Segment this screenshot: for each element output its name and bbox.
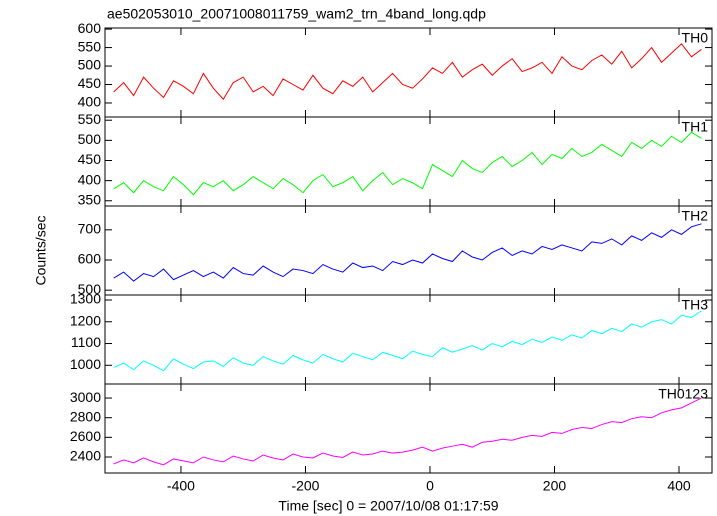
panel-frame (104, 27, 713, 118)
panel-frame (104, 294, 713, 385)
series-line (113, 131, 702, 196)
y-tick-label: 350 (78, 191, 102, 207)
y-tick-label: 1100 (71, 334, 101, 350)
x-tick-label: -200 (291, 478, 319, 494)
chart-title: ae502053010_20071008011759_wam2_trn_4ban… (107, 6, 486, 22)
y-axis-label: Counts/sec (33, 215, 49, 285)
y-tick-label: 500 (78, 57, 102, 73)
y-tick-label: 450 (78, 151, 102, 167)
y-tick-label: 700 (78, 221, 102, 237)
y-tick-label: 1300 (70, 291, 101, 307)
y-tick-label: 600 (78, 20, 102, 36)
panel-frame (104, 383, 713, 474)
y-tick-label: 450 (78, 75, 102, 91)
x-axis-label: Time [sec] 0 = 2007/10/08 01:17:59 (278, 498, 498, 514)
series-line (113, 310, 702, 372)
y-tick-label: 600 (78, 251, 102, 267)
y-tick-label: 500 (78, 281, 102, 297)
x-tick-label: -400 (167, 478, 195, 494)
y-tick-label: 1200 (70, 312, 101, 328)
series-line (113, 223, 702, 282)
panel-label: TH1 (682, 119, 709, 135)
panel-label: TH3 (682, 297, 709, 313)
y-tick-label: 2800 (70, 408, 101, 424)
panel-label: TH2 (682, 208, 709, 224)
y-tick-label: 550 (78, 38, 102, 54)
y-tick-label: 550 (78, 111, 102, 127)
series-line (113, 43, 702, 101)
y-tick-label: 2400 (70, 448, 101, 464)
y-tick-label: 1000 (70, 356, 101, 372)
panel-frame (104, 116, 713, 207)
x-tick-label: 200 (543, 478, 567, 494)
y-tick-label: 500 (78, 131, 102, 147)
panel-frame (104, 205, 713, 296)
series-line (113, 397, 702, 466)
x-tick-label: 400 (667, 478, 691, 494)
panel-label: TH0123 (658, 386, 708, 402)
y-tick-label: 2600 (70, 428, 101, 444)
x-tick-label: 0 (426, 478, 434, 494)
y-tick-label: 400 (78, 171, 102, 187)
y-tick-label: 400 (78, 94, 102, 110)
y-tick-label: 3000 (70, 389, 101, 405)
panel-label: TH0 (682, 30, 709, 46)
